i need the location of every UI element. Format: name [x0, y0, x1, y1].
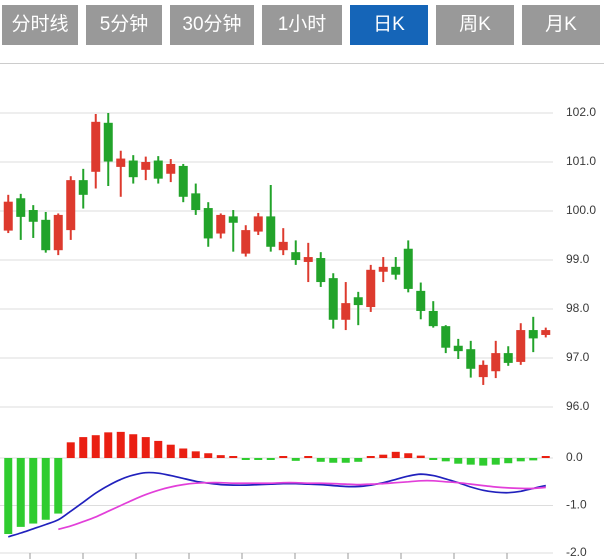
macd-gridlines	[0, 457, 553, 554]
svg-text:102.0: 102.0	[566, 105, 596, 119]
tab-1hour[interactable]: 1小时	[262, 5, 342, 45]
tab-monthly-k[interactable]: 月K	[522, 5, 600, 45]
tab-30min[interactable]: 30分钟	[170, 5, 254, 45]
candlesticks	[3, 113, 551, 385]
svg-text:99.0: 99.0	[566, 252, 590, 266]
svg-text:97.0: 97.0	[566, 350, 590, 364]
price-gridlines	[0, 112, 553, 408]
svg-text:100.0: 100.0	[566, 203, 596, 217]
svg-text:-2.0: -2.0	[566, 545, 587, 559]
tabbar-divider	[0, 63, 604, 64]
tab-minute-line[interactable]: 分时线	[2, 5, 78, 45]
tab-daily-k[interactable]: 日K	[350, 5, 428, 45]
svg-text:0.0: 0.0	[566, 450, 583, 464]
macd-axis-labels: 0.0 -1.0 -2.0	[566, 450, 587, 559]
tab-5min[interactable]: 5分钟	[86, 5, 162, 45]
svg-text:101.0: 101.0	[566, 154, 596, 168]
x-axis-ticks	[29, 553, 508, 559]
price-axis-labels: 102.0 101.0 100.0 99.0 98.0 97.0 96.0	[566, 105, 596, 413]
svg-text:96.0: 96.0	[566, 399, 590, 413]
dea-line	[58, 479, 546, 531]
tab-weekly-k[interactable]: 周K	[436, 5, 514, 45]
svg-text:98.0: 98.0	[566, 301, 590, 315]
svg-text:-1.0: -1.0	[566, 498, 587, 512]
timeframe-tabs: 分时线 5分钟 30分钟 1小时 日K 周K 月K	[2, 5, 600, 45]
macd-histogram	[4, 431, 550, 534]
